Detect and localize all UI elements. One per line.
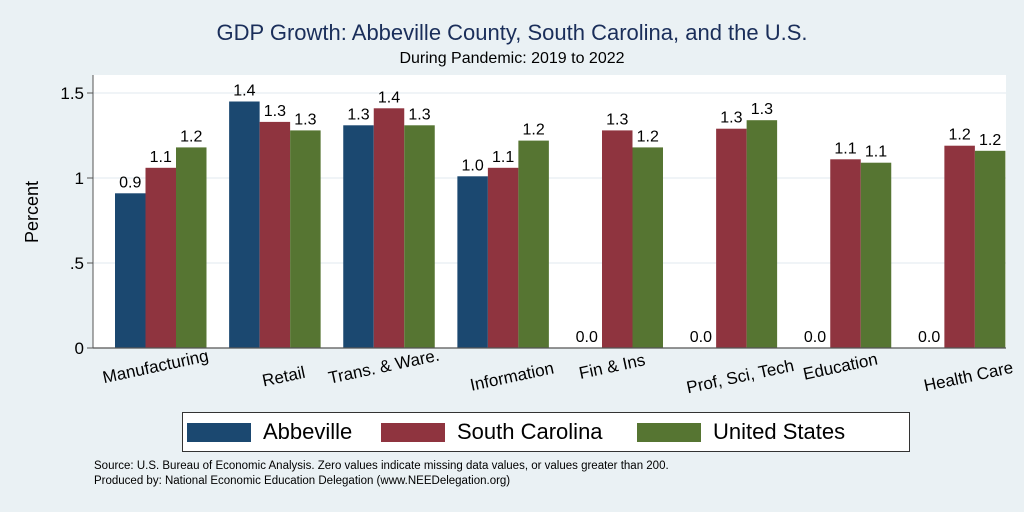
bar-south-carolina [716,128,747,348]
x-tick-label: Fin & Ins [577,350,647,383]
y-tick-label: 1 [75,169,84,188]
data-label: 1.3 [264,103,286,120]
data-label: 0.0 [576,329,598,346]
data-label: 1.1 [492,149,514,166]
bar-united-states [746,120,778,348]
plot-area: 0.9 1.1 1.2 1.4 1.3 1.3 1.3 1.4 1.3 1.0 1.1 1.2 0.0 1… [22,75,1015,398]
y-ticks: 0 .5 1 1.5 [60,84,93,358]
bar-abbeville [343,125,374,348]
data-label: 1.3 [294,111,316,128]
y-tick-label: 1.5 [60,84,84,103]
legend-item-united-states: United States [637,420,845,444]
data-label: 1.2 [949,127,971,144]
bar-south-carolina [602,130,633,348]
data-label: 1.4 [378,89,400,106]
chart-subtitle: During Pandemic: 2019 to 2022 [399,50,625,67]
data-label: 1.1 [865,144,887,161]
x-tick-label: Retail [260,363,306,391]
produced-by-note: Produced by: National Economic Education… [94,475,511,487]
legend-swatch-south-carolina [381,422,445,442]
data-label: 0.0 [804,329,826,346]
data-label: 1.3 [347,106,369,123]
x-tick-label: Manufacturing [101,346,210,387]
y-tick-label: .5 [70,254,84,273]
bar-south-carolina [145,167,176,348]
y-axis-label: Percent [22,181,42,243]
data-label: 1.2 [637,128,659,145]
bar-united-states [176,147,207,348]
bar-labels: 0.9 1.1 1.2 1.4 1.3 1.3 1.3 1.4 1.3 1.0 1.1 1.2 0.0 1… [119,83,1001,347]
bar-united-states [860,162,892,348]
data-label: 1.3 [408,106,430,123]
data-label: 1.1 [150,149,172,166]
bar-abbeville [457,176,488,348]
data-label: 0.9 [119,174,141,191]
bar-south-carolina [944,145,975,348]
x-tick-label: Education [801,349,879,383]
bar-abbeville [115,193,146,348]
data-label: 1.2 [180,128,202,145]
data-label: 1.3 [606,111,628,128]
data-label: 0.0 [918,329,940,346]
bars [115,101,1006,349]
bar-united-states [518,140,549,348]
x-tick-label: Information [468,358,555,394]
data-label: 1.2 [979,132,1001,149]
legend-label-united-states: United States [713,419,846,444]
x-tick-label: Prof, Sci, Tech [685,356,796,397]
data-label: 1.2 [523,122,545,139]
bar-united-states [404,125,435,348]
bar-united-states [290,130,321,348]
y-tick-label: 0 [75,339,84,358]
legend-swatch-united-states [637,422,701,442]
legend-item-abbeville: Abbeville [187,420,352,444]
bar-south-carolina [830,159,861,348]
bar-united-states [632,147,663,348]
legend-label-abbeville: Abbeville [263,419,353,444]
bar-south-carolina [373,108,405,348]
data-label: 1.3 [720,110,742,127]
bar-united-states [974,150,1006,348]
chart-title: GDP Growth: Abbeville County, South Caro… [216,20,808,45]
legend-label-south-carolina: South Carolina [457,419,603,444]
legend-swatch-abbeville [187,422,251,442]
bar-south-carolina [487,167,519,348]
x-tick-label: Trans. & Ware. [327,346,442,388]
bar-south-carolina [259,121,291,349]
bar-abbeville [229,101,260,348]
data-label: 1.1 [834,140,856,157]
source-note: Source: U.S. Bureau of Economic Analysis… [94,460,669,472]
legend-item-south-carolina: South Carolina [381,420,603,444]
x-tick-label: Health Care [922,358,1015,395]
data-label: 1.3 [751,101,773,118]
data-label: 1.0 [462,157,484,174]
data-label: 1.4 [233,83,255,100]
legend: Abbeville South Carolina United States [182,412,910,452]
data-label: 0.0 [690,329,712,346]
x-tick-labels: Manufacturing Retail Trans. & Ware. Informa… [101,346,1015,398]
